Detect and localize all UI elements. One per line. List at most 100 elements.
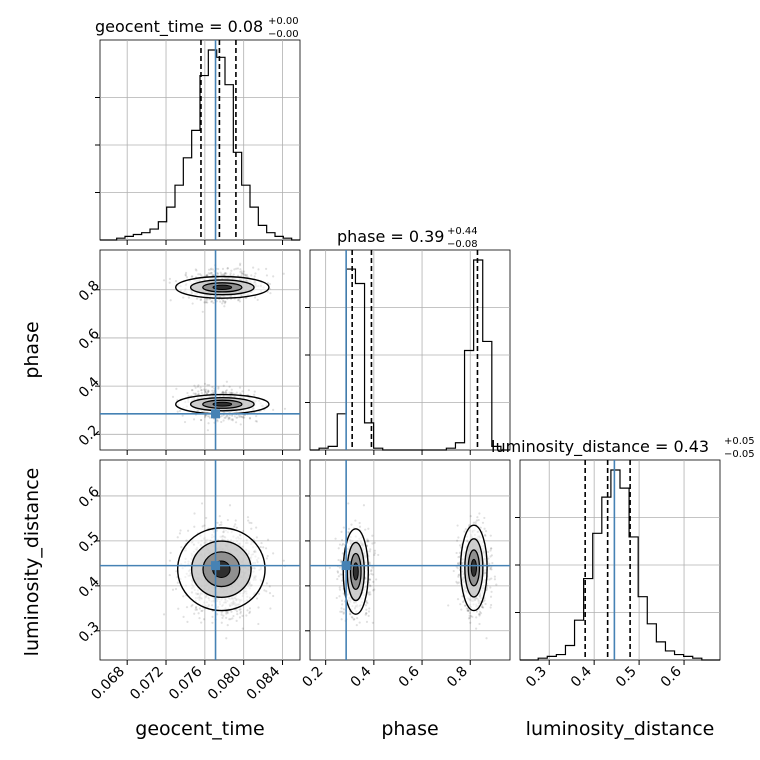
sample-point (490, 547, 493, 550)
sample-point (222, 419, 225, 422)
histogram-geocent_time (100, 49, 300, 241)
sample-point (206, 429, 210, 432)
sample-point (220, 523, 223, 526)
sample-point (204, 389, 207, 392)
sample-point (227, 418, 230, 421)
sample-point (495, 583, 498, 586)
sample-point (266, 554, 269, 558)
sample-point (460, 608, 463, 611)
sample-point (201, 525, 204, 528)
sample-point (207, 268, 211, 271)
sample-point (212, 392, 215, 395)
sample-point (239, 262, 242, 265)
sample-point (340, 530, 343, 533)
sample-point (461, 595, 464, 598)
x-label-geocent-time: geocent_time (135, 718, 264, 740)
sample-point (218, 523, 221, 527)
sample-point (248, 610, 252, 613)
sample-point (217, 387, 220, 390)
sample-point (457, 536, 460, 539)
sample-point (337, 575, 340, 578)
contour-ellipse (470, 558, 478, 577)
sample-point (356, 617, 359, 620)
sample-point (212, 274, 215, 277)
sample-point (186, 391, 189, 395)
sample-point (342, 611, 346, 614)
sample-point (368, 562, 371, 565)
x-tick-label: 0.076 (166, 663, 206, 703)
sample-point (182, 595, 185, 598)
y-tick-label: 0.4 (76, 574, 103, 601)
sample-point (365, 601, 368, 604)
sample-point (282, 272, 285, 275)
sample-point (168, 277, 172, 281)
sample-point (210, 300, 213, 303)
sample-point (199, 298, 203, 301)
sample-point (183, 420, 187, 424)
x-tick-label: 0.5 (613, 664, 640, 691)
sample-point (224, 391, 227, 394)
sample-point (220, 621, 223, 624)
sample-point (230, 414, 234, 417)
sample-point (368, 593, 371, 596)
sample-point (194, 268, 197, 271)
sample-point (479, 526, 482, 529)
sample-point (232, 273, 235, 276)
sample-point (456, 562, 460, 565)
sample-point (194, 393, 197, 396)
y-label-luminosity-distance: luminosity_distance (21, 468, 43, 657)
sample-point (220, 273, 223, 276)
sample-point (328, 566, 331, 569)
sample-point (204, 414, 207, 417)
y-tick-label: 0.2 (76, 422, 103, 449)
sample-point (246, 275, 249, 278)
sample-point (203, 382, 207, 385)
sample-point (342, 608, 345, 611)
sample-point (366, 602, 369, 605)
sample-point (240, 272, 243, 275)
sample-point (222, 414, 225, 417)
sample-point (257, 268, 260, 271)
sample-point (489, 606, 492, 609)
sample-point (259, 546, 262, 549)
sample-point (351, 616, 354, 619)
title-luminosity-distance-down: −0.05 (724, 449, 755, 460)
title-geocent-time: geocent_time = 0.08 (95, 17, 263, 37)
sample-point (242, 272, 245, 276)
sample-point (245, 273, 249, 276)
sample-point (269, 607, 272, 610)
sample-point (375, 578, 378, 581)
sample-point (205, 300, 208, 304)
sample-point (490, 568, 493, 571)
sample-point (336, 570, 339, 573)
sample-point (207, 422, 210, 425)
sample-point (489, 586, 492, 589)
sample-point (265, 582, 268, 585)
sample-point (234, 519, 237, 522)
sample-point (206, 383, 209, 387)
sample-point (337, 547, 340, 550)
sample-point (472, 521, 475, 524)
sample-point (377, 553, 380, 557)
sample-point (210, 300, 214, 303)
sample-point (368, 561, 371, 564)
sample-point (192, 392, 195, 395)
sample-point (483, 527, 486, 530)
sample-point (217, 386, 220, 389)
sample-point (478, 512, 481, 515)
sample-point (373, 552, 377, 555)
sample-point (192, 418, 196, 421)
sample-point (476, 516, 479, 519)
y-label-phase: phase (21, 321, 43, 378)
sample-point (233, 268, 236, 271)
x-label-luminosity-distance: luminosity_distance (526, 718, 715, 740)
title-geocent-time-down: −0.00 (268, 29, 299, 40)
sample-point (241, 627, 244, 630)
sample-point (229, 272, 232, 275)
sample-point (339, 610, 342, 613)
sample-point (227, 416, 230, 419)
sample-point (347, 527, 351, 530)
sample-point (364, 528, 367, 531)
sample-point (239, 392, 242, 395)
